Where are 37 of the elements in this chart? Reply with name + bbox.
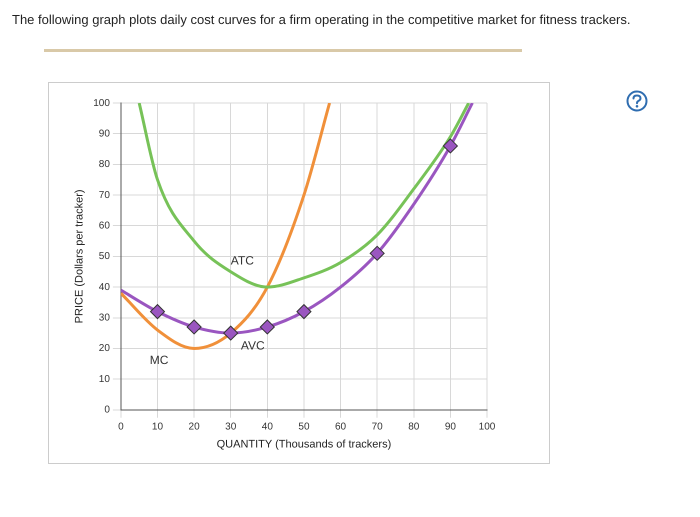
series-label: AVC [240, 338, 265, 352]
x-tick-label: 50 [298, 422, 310, 433]
chart-title: The following graph plots daily cost curves for a firm operating in the competitive market for fitness trackers. [12, 12, 632, 27]
x-tick-label: 100 [478, 422, 496, 433]
y-tick-label: 20 [98, 343, 110, 354]
point [296, 304, 312, 320]
y-tick-label: 60 [98, 220, 110, 232]
x-axis-title: QUANTITY (Thousands of trackers) [216, 438, 392, 450]
x-tick-label: 30 [225, 422, 237, 433]
y-tick-label: 50 [98, 251, 110, 262]
point [223, 326, 238, 341]
x-tick-label: 70 [372, 422, 384, 433]
line-series [120, 103, 332, 350]
line-series [138, 103, 470, 289]
point [150, 304, 165, 320]
x-tick-label: 20 [188, 422, 200, 433]
series-label: MC [150, 352, 169, 367]
y-tick-label: 30 [98, 312, 110, 324]
x-tick-label: 90 [444, 422, 456, 433]
point [260, 319, 275, 334]
x-tick-label: 80 [408, 422, 420, 433]
x-tick-label: 0 [118, 422, 124, 433]
y-tick-label: 80 [98, 159, 110, 170]
x-tick-label: 60 [334, 422, 347, 433]
point [370, 246, 385, 261]
series-label: ATC [230, 253, 254, 268]
y-axis-title: PRICE (Dollars per tracker) [74, 189, 86, 324]
point [442, 138, 458, 154]
x-tick-label: 40 [262, 422, 274, 433]
y-tick-label: 90 [98, 128, 110, 140]
y-tick-label: 40 [98, 282, 110, 293]
y-tick-label: 100 [93, 98, 110, 109]
y-tick-label: 10 [98, 374, 110, 385]
y-tick-label: 0 [104, 404, 110, 416]
x-tick-label: 10 [152, 422, 164, 433]
point [186, 319, 202, 334]
y-tick-label: 70 [98, 190, 110, 201]
